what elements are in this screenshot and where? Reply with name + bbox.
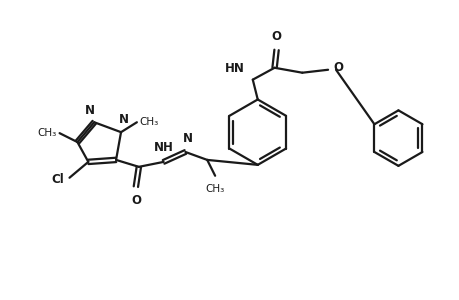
Text: CH₃: CH₃ [205, 184, 224, 194]
Text: O: O [332, 61, 342, 74]
Text: N: N [85, 104, 95, 117]
Text: NH: NH [153, 141, 173, 154]
Text: N: N [182, 132, 192, 145]
Text: O: O [131, 194, 140, 207]
Text: CH₃: CH₃ [140, 117, 159, 127]
Text: Cl: Cl [52, 173, 64, 186]
Text: N: N [119, 113, 129, 126]
Text: HN: HN [224, 62, 244, 75]
Text: CH₃: CH₃ [37, 128, 56, 138]
Text: O: O [271, 30, 281, 43]
